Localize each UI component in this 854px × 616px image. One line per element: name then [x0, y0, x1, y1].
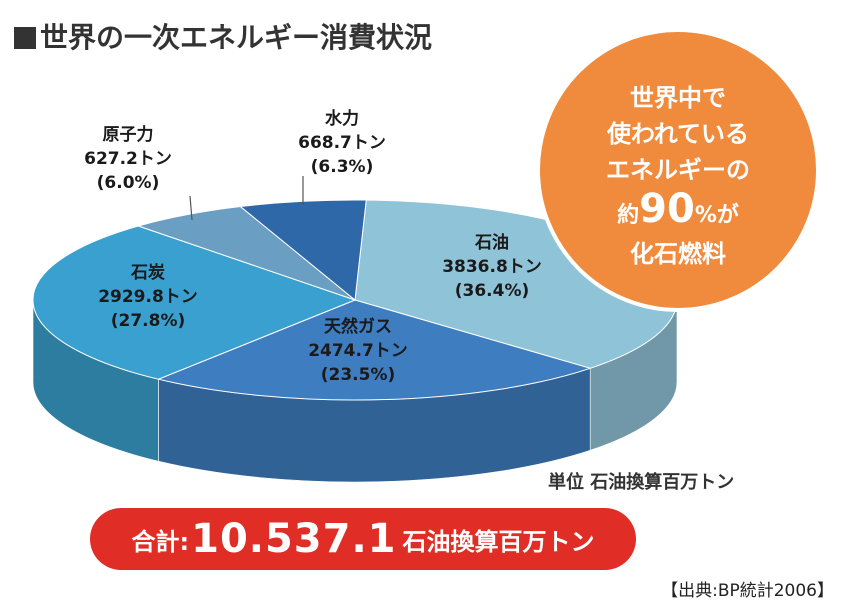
pie-slice-4 [239, 199, 367, 301]
total-value: 10.537.1 [191, 516, 397, 562]
slice-label-1: 天然ガス 2474.7トン (23.5%) [308, 316, 408, 385]
unit-note: 単位 石油換算百万トン [548, 472, 735, 493]
pie-slice-1 [156, 299, 592, 401]
badge-prefix: 約 [617, 202, 639, 228]
pie-sides [32, 299, 678, 483]
slice-value: 627.2トン [84, 149, 172, 169]
slice-value: 2929.8トン [98, 287, 198, 307]
total-banner: 合計: 10.537.1 石油換算百万トン [90, 508, 636, 570]
source-note: 【出典:BP統計2006】 [661, 581, 834, 601]
slice-name: 天然ガス [324, 316, 392, 337]
badge-line-2: エネルギーの [606, 156, 750, 184]
slice-value: 668.7トン [298, 133, 386, 153]
slice-percent: (23.5%) [321, 365, 396, 385]
chart-title-text: 世界の一次エネルギー消費状況 [40, 21, 433, 54]
slice-label-4: 水力 668.7トン (6.3%) [298, 108, 386, 177]
slice-label-2: 石炭 2929.8トン (27.8%) [98, 262, 198, 331]
badge-circle [536, 28, 820, 312]
badge-suffix: %が [695, 202, 739, 228]
pie-slice-2 [32, 225, 357, 380]
slice-name: 石炭 [130, 262, 165, 283]
slice-percent: (36.4%) [455, 281, 530, 301]
slice-percent: (27.8%) [111, 311, 186, 331]
total-label: 合計: [131, 527, 190, 556]
slice-label-3: 原子力 627.2トン (6.0%) [84, 124, 172, 193]
slice-value: 3836.8トン [442, 257, 542, 277]
slice-name: 原子力 [103, 124, 154, 145]
slice-value: 2474.7トン [308, 341, 408, 361]
slice-percent: (6.0%) [97, 173, 160, 193]
pie-labels: 石油 3836.8トン (36.4%) 天然ガス 2474.7トン (23.5%) 石炭 29… [84, 108, 542, 385]
badge-last-line: 化石燃料 [630, 240, 726, 268]
badge-line-0: 世界中で [630, 84, 726, 112]
slice-name: 石油 [474, 232, 509, 253]
slice-percent: (6.3%) [311, 157, 374, 177]
slice-name: 水力 [325, 108, 359, 129]
total-unit: 石油換算百万トン [402, 527, 595, 556]
badge-90-line: 約90%が [617, 186, 739, 232]
badge-line-1: 使われている [606, 120, 749, 148]
leader-line-nuclear [189, 195, 193, 221]
pie-slice-3 [136, 206, 356, 301]
slice-label-0: 石油 3836.8トン (36.4%) [442, 232, 542, 301]
badge-big-number: 90 [639, 186, 695, 232]
chart-title: 世界の一次エネルギー消費状況 [14, 16, 432, 56]
square-bullet-icon [14, 27, 36, 49]
